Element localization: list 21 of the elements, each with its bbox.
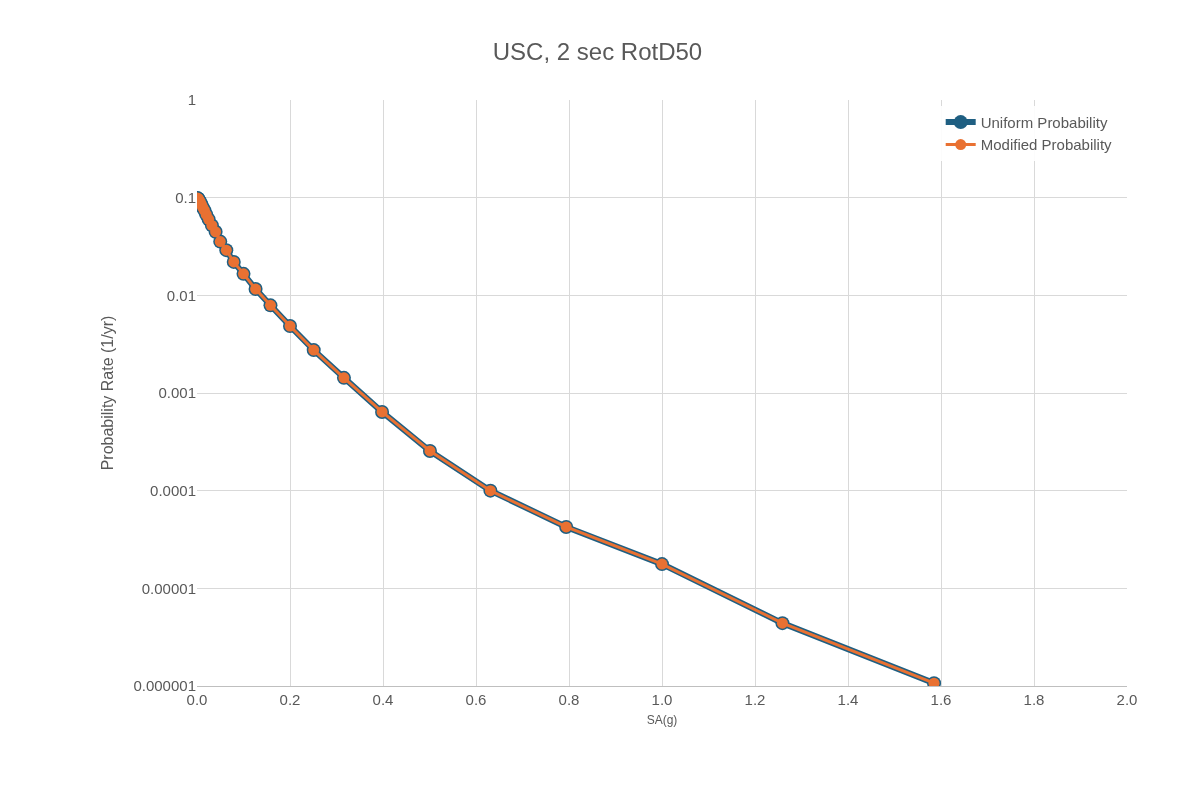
x-tick-label: 1.6 [930, 691, 952, 709]
x-tick-label: 0.6 [465, 691, 487, 709]
y-tick-label: 1 [187, 91, 196, 109]
x-tick-label: 0.8 [558, 691, 580, 709]
legend-label: Uniform Probability [980, 113, 1108, 131]
x-tick-label: 1.2 [744, 691, 766, 709]
y-tick-label: 0.001 [158, 384, 196, 402]
x-tick-label: 1.4 [837, 691, 859, 709]
y-axis-title: Probability Rate (1/yr) [99, 315, 117, 471]
x-tick-label: 0.2 [279, 691, 301, 709]
y-tick-label: 0.00001 [141, 579, 196, 597]
chart-title: USC, 2 sec RotD50 [492, 38, 703, 66]
x-tick-label: 1.0 [651, 691, 673, 709]
x-tick-label: 0.4 [372, 691, 394, 709]
x-axis-title: SA(g) [646, 713, 678, 728]
x-tick-label: 1.8 [1023, 691, 1045, 709]
legend-label: Modified Probability [980, 136, 1113, 154]
y-tick-label: 0.0001 [150, 481, 196, 499]
y-tick-label: 0.01 [166, 286, 196, 304]
x-tick-label: 2.0 [1116, 691, 1138, 709]
y-tick-label: 0.1 [175, 188, 196, 206]
